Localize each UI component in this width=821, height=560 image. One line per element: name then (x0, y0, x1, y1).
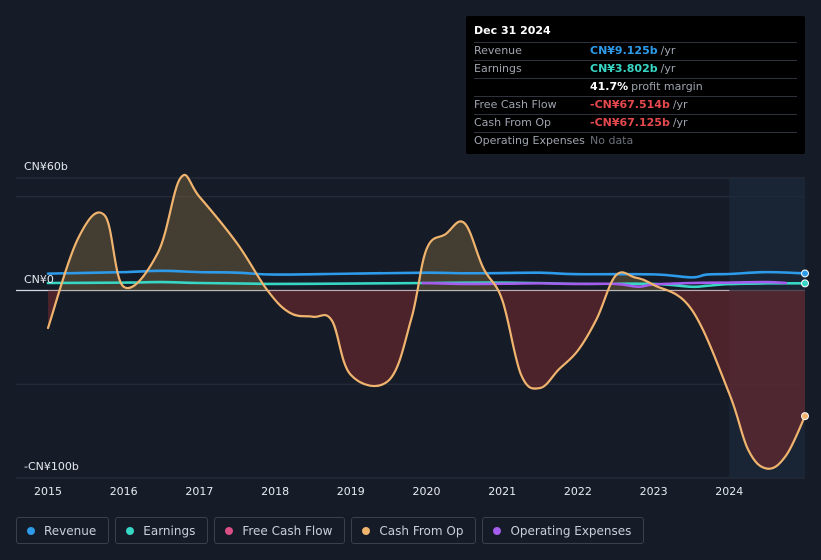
tooltip-row-unit: /yr (672, 116, 688, 129)
y-axis-bottom-label: -CN¥100b (24, 460, 79, 473)
tooltip-row: Free Cash Flow -CN¥67.514b/yr (474, 96, 797, 114)
x-tick-label: 2021 (488, 485, 517, 498)
legend-color-dot-icon (126, 526, 135, 535)
earnings-end-point (801, 279, 809, 288)
revenue-line (46, 269, 807, 279)
chart-grid (16, 177, 805, 479)
x-tick-label: 2018 (261, 485, 290, 498)
tooltip-row-label: Free Cash Flow (474, 98, 557, 111)
x-tick-label: 2024 (715, 485, 744, 498)
x-tick-label: 2022 (563, 485, 592, 498)
x-tick-label: 2019 (336, 485, 365, 498)
legend-item-earnings[interactable]: Earnings (115, 517, 209, 544)
tooltip-row-label: Revenue (474, 44, 522, 57)
series-lines (46, 173, 807, 470)
legend-item-revenue[interactable]: Revenue (16, 517, 110, 544)
legend-item-label: Revenue (44, 523, 97, 538)
tooltip-row-value: CN¥9.125b (590, 44, 658, 57)
revenue-end-point (801, 269, 809, 278)
tooltip-row-value: 41.7% (590, 80, 629, 93)
tooltip-row-label: Cash From Op (474, 116, 552, 129)
legend-item-label: Earnings (143, 523, 196, 538)
tooltip-row-unit: /yr (660, 44, 676, 57)
legend-item-label: Operating Expenses (510, 523, 632, 538)
legend-color-dot-icon (493, 526, 502, 535)
tooltip-row-label: Operating Expenses (474, 134, 585, 147)
tooltip-row: Revenue CN¥9.125b/yr (474, 42, 797, 60)
legend: Revenue Earnings Free Cash Flow Cash From O… (16, 517, 645, 546)
tooltip-row: Earnings CN¥3.802b/yr (474, 60, 797, 78)
cash-from-op-negative-area (48, 290, 805, 469)
cash-flow-areas (48, 174, 805, 469)
x-tick-label: 2015 (34, 485, 62, 498)
operating-expenses-line (421, 280, 788, 289)
tooltip-row-unit: /yr (660, 62, 676, 75)
tooltip-rows: Revenue CN¥9.125b/yr Earnings CN¥3.802b/yr 4… (474, 42, 797, 150)
legend-color-dot-icon (27, 526, 35, 535)
tooltip-row-value: -CN¥67.125b (590, 116, 670, 129)
cash-from-op-line (46, 173, 807, 470)
legend-item-free-cash-flow[interactable]: Free Cash Flow (214, 517, 346, 544)
legend-item-label: Free Cash Flow (242, 523, 333, 538)
tooltip-row: Cash From Op -CN¥67.125b/yr (474, 114, 797, 132)
cash-from-op-end-point (801, 412, 809, 421)
y-axis-zero-label: CN¥0 (24, 273, 54, 286)
tooltip-row-label: Earnings (474, 62, 522, 75)
tooltip-row-unit: profit margin (631, 80, 703, 93)
legend-item-label: Cash From Op (379, 523, 464, 538)
x-tick-label: 2023 (639, 485, 668, 498)
tooltip-row-label (474, 79, 590, 96)
tooltip-row: Operating Expenses No data (474, 132, 797, 150)
legend-color-dot-icon (362, 526, 371, 535)
cash-from-op-positive-area (48, 174, 805, 291)
x-tick-label: 2017 (185, 485, 214, 498)
legend-item-operating-expenses[interactable]: Operating Expenses (482, 517, 645, 544)
y-axis-top-label: CN¥60b (24, 160, 68, 173)
tooltip-row-value: No data (590, 134, 634, 147)
tooltip-row-unit: /yr (672, 98, 688, 111)
x-tick-label: 2020 (412, 485, 441, 498)
tooltip-row-value: CN¥3.802b (590, 62, 658, 75)
legend-color-dot-icon (225, 526, 234, 535)
tooltip-row-value: -CN¥67.514b (590, 98, 670, 111)
x-tick-label: 2016 (109, 485, 138, 498)
tooltip-panel: Dec 31 2024 Revenue CN¥9.125b/yr Earnings C… (466, 16, 805, 154)
legend-item-cash-from-op[interactable]: Cash From Op (351, 517, 477, 544)
series-end-points (801, 269, 809, 421)
tooltip-date: Dec 31 2024 (474, 24, 551, 37)
tooltip-row: 41.7% profit margin (474, 78, 797, 96)
